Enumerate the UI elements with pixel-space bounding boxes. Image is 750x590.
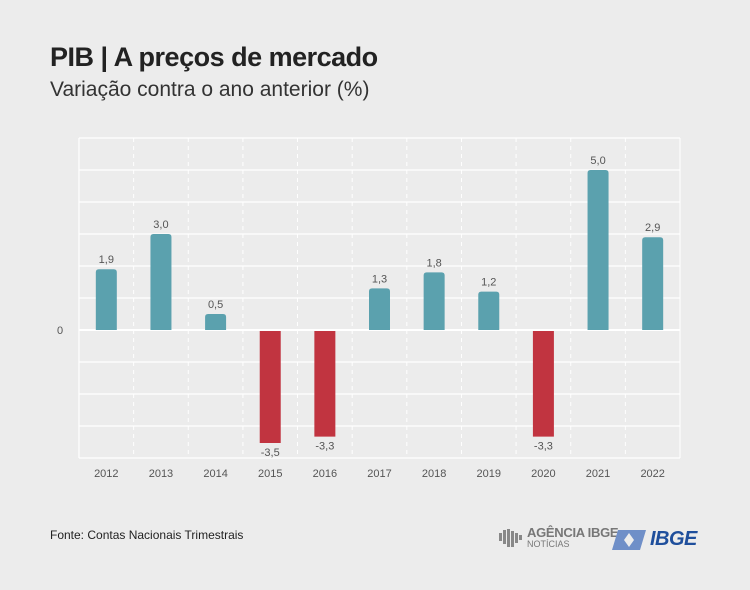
x-tick-label: 2020 bbox=[531, 468, 555, 480]
data-label: 0,5 bbox=[208, 299, 223, 311]
agencia-line1: AGÊNCIA IBGE bbox=[527, 525, 619, 540]
chart-title: PIB | A preços de mercado bbox=[50, 42, 378, 72]
ibge-text: IBGE bbox=[650, 528, 697, 550]
x-tick-label: 2012 bbox=[94, 468, 118, 480]
x-tick-label: 2019 bbox=[477, 468, 501, 480]
data-label: 1,9 bbox=[99, 254, 114, 266]
bar-2020 bbox=[532, 331, 554, 437]
x-tick-label: 2022 bbox=[640, 468, 664, 480]
agencia-ibge-logo: AGÊNCIA IBGE NOTÍCIAS bbox=[497, 525, 619, 549]
bar-2015 bbox=[259, 331, 281, 443]
x-tick-label: 2021 bbox=[586, 468, 610, 480]
y-tick-label: 0 bbox=[57, 325, 63, 337]
data-label: 1,8 bbox=[426, 257, 441, 269]
bar-2021 bbox=[587, 170, 609, 330]
data-label: 5,0 bbox=[590, 155, 605, 167]
data-label: -3,3 bbox=[534, 441, 553, 453]
data-label: -3,5 bbox=[261, 447, 280, 459]
bar-chart: 0 1,9 2012 3,0 2013 0,5 2014 -3,5 2015 -3,3 2016 1,… bbox=[57, 137, 681, 480]
bar-2018 bbox=[423, 272, 445, 330]
agencia-line2: NOTÍCIAS bbox=[527, 539, 570, 549]
x-tick-label: 2015 bbox=[258, 468, 282, 480]
data-label: 1,3 bbox=[372, 273, 387, 285]
data-label: 3,0 bbox=[153, 219, 168, 231]
ibge-emblem-icon bbox=[612, 529, 646, 550]
x-tick-label: 2014 bbox=[203, 468, 227, 480]
bar-2016 bbox=[314, 331, 336, 437]
data-label: -3,3 bbox=[315, 441, 334, 453]
chart-subtitle: Variação contra o ano anterior (%) bbox=[50, 78, 370, 101]
bar-2013 bbox=[150, 234, 172, 330]
bar-2019 bbox=[478, 291, 500, 330]
source-note: Fonte: Contas Nacionais Trimestrais bbox=[50, 528, 244, 542]
brazil-map-icon bbox=[499, 529, 522, 547]
bar-2014 bbox=[205, 314, 227, 330]
bar-2012 bbox=[95, 269, 117, 330]
x-tick-label: 2013 bbox=[149, 468, 173, 480]
ibge-logo: IBGE bbox=[612, 528, 697, 551]
bar-2022 bbox=[642, 237, 664, 330]
data-label: 1,2 bbox=[481, 277, 496, 289]
bar-2017 bbox=[369, 288, 390, 330]
data-label: 2,9 bbox=[645, 222, 660, 234]
x-tick-label: 2017 bbox=[367, 468, 391, 480]
x-tick-label: 2018 bbox=[422, 468, 446, 480]
x-tick-label: 2016 bbox=[313, 468, 337, 480]
